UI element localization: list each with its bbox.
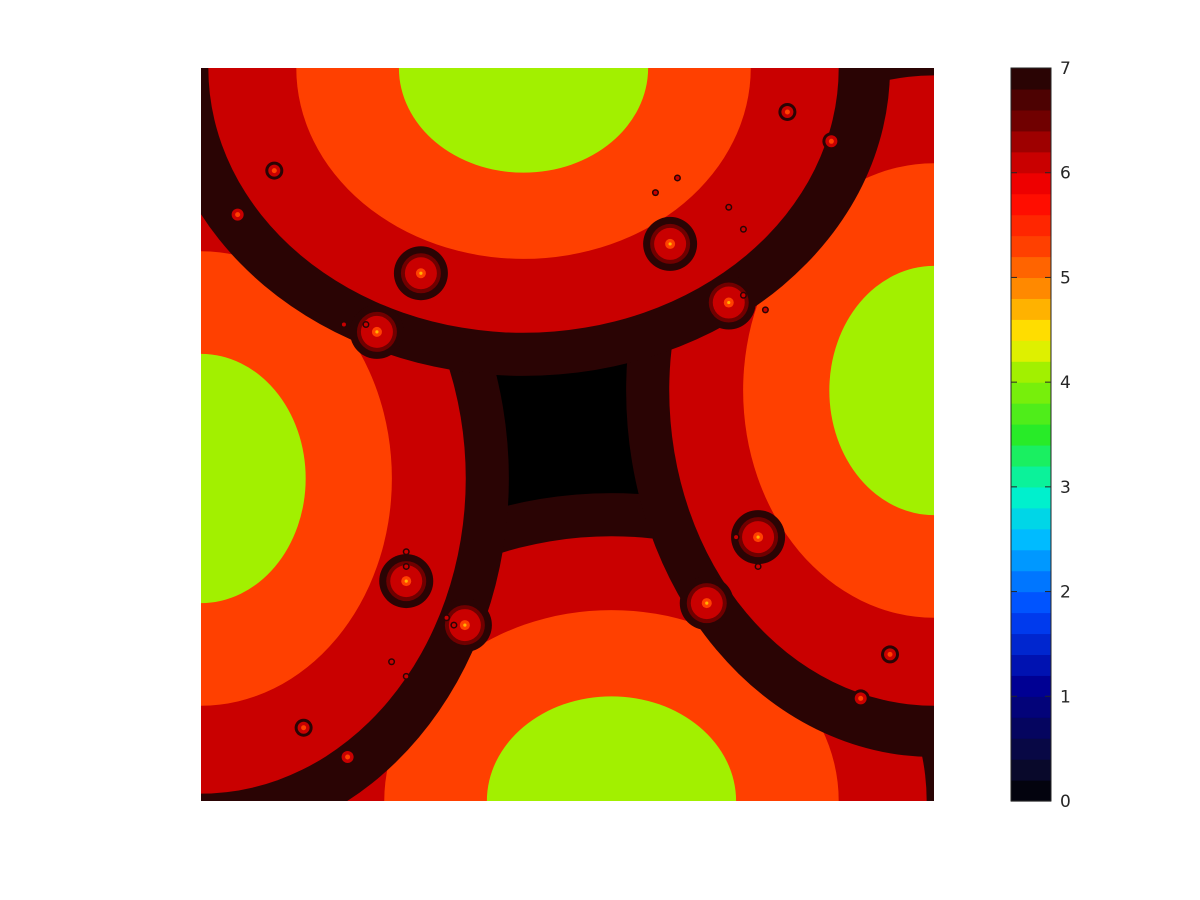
colorbar-band bbox=[1011, 759, 1051, 781]
colorbar-border bbox=[1010, 67, 1052, 802]
spot-tiny bbox=[741, 227, 746, 232]
colorbar-band bbox=[1011, 256, 1051, 279]
colorbar-band bbox=[1011, 486, 1051, 509]
colorbar-band bbox=[1011, 109, 1051, 132]
spot-tiny bbox=[756, 564, 761, 569]
spot-small bbox=[235, 212, 241, 218]
colorbar-band bbox=[1011, 382, 1051, 404]
spot-tiny bbox=[653, 190, 658, 195]
colorbar-band bbox=[1011, 68, 1051, 90]
colorbar-band bbox=[1011, 633, 1051, 655]
spot-tiny bbox=[763, 307, 768, 312]
colorbar-band bbox=[1011, 654, 1051, 676]
spot-tiny bbox=[389, 659, 394, 664]
spot-large bbox=[404, 579, 408, 583]
colorbar-band bbox=[1011, 88, 1051, 111]
spot-large bbox=[463, 623, 467, 627]
colorbar-band bbox=[1011, 675, 1051, 697]
spot-tiny bbox=[404, 674, 409, 679]
spot-tiny bbox=[363, 322, 368, 327]
spot-small bbox=[828, 138, 834, 144]
spot-small bbox=[784, 109, 790, 115]
colorbar-band bbox=[1011, 570, 1051, 593]
colorbar-band bbox=[1011, 591, 1051, 614]
colorbar-band bbox=[1011, 340, 1051, 362]
colorbar-band bbox=[1011, 549, 1051, 572]
colorbar-band bbox=[1011, 612, 1051, 635]
colorbar-tick-label: 7 bbox=[1060, 59, 1071, 79]
spot-small bbox=[887, 651, 893, 657]
colorbar-band bbox=[1011, 528, 1051, 551]
spot-large bbox=[705, 601, 709, 605]
spot-large bbox=[419, 271, 423, 275]
basin-band bbox=[486, 696, 737, 801]
spot-large bbox=[756, 535, 760, 539]
colorbar-tick-label: 1 bbox=[1060, 687, 1071, 707]
spot-tiny bbox=[404, 549, 409, 554]
spot-tiny bbox=[444, 615, 449, 620]
spot-small bbox=[345, 754, 351, 760]
colorbar-band bbox=[1011, 151, 1051, 174]
colorbar-bands bbox=[1011, 68, 1051, 802]
spot-tiny bbox=[675, 175, 680, 180]
colorbar-band bbox=[1011, 403, 1051, 425]
basin-band bbox=[829, 265, 934, 516]
basin-band bbox=[201, 353, 306, 604]
colorbar-band bbox=[1011, 277, 1051, 299]
colorbar-band bbox=[1011, 298, 1051, 320]
colorbar-tick-label: 4 bbox=[1060, 373, 1071, 393]
colorbar-band bbox=[1011, 214, 1051, 237]
colorbar-band bbox=[1011, 319, 1051, 341]
colorbar-tick-label: 3 bbox=[1060, 478, 1071, 498]
spot-small bbox=[301, 725, 307, 731]
spot-tiny bbox=[341, 322, 346, 327]
spot-tiny bbox=[734, 535, 739, 540]
spot-tiny bbox=[404, 564, 409, 569]
colorbar-band bbox=[1011, 235, 1051, 258]
colorbar-ticks: 0 1 2 3 4 5 6 7 bbox=[1011, 59, 1071, 812]
colorbar: 0 1 2 3 4 5 6 7 bbox=[1010, 59, 1071, 812]
spot-tiny bbox=[726, 205, 731, 210]
basin-band bbox=[398, 68, 649, 173]
spot-small bbox=[271, 168, 277, 174]
colorbar-band bbox=[1011, 696, 1051, 718]
colorbar-band bbox=[1011, 444, 1051, 467]
colorbar-band bbox=[1011, 424, 1051, 446]
colorbar-tick-label: 6 bbox=[1060, 164, 1071, 184]
colorbar-band bbox=[1011, 130, 1051, 153]
colorbar-band bbox=[1011, 172, 1051, 195]
colorbar-band bbox=[1011, 738, 1051, 760]
spot-large bbox=[668, 242, 672, 246]
spot-small bbox=[858, 695, 864, 701]
colorbar-band bbox=[1011, 361, 1051, 383]
spot-large bbox=[375, 330, 379, 334]
spot-large bbox=[727, 300, 731, 305]
colorbar-band bbox=[1011, 507, 1051, 530]
colorbar-band bbox=[1011, 780, 1051, 802]
colorbar-tick-label: 0 bbox=[1060, 792, 1071, 812]
colorbar-tick-label: 5 bbox=[1060, 268, 1071, 288]
colorbar-band bbox=[1011, 465, 1051, 488]
colorbar-band bbox=[1011, 717, 1051, 739]
colorbar-band bbox=[1011, 193, 1051, 216]
colorbar-tick-label: 2 bbox=[1060, 583, 1071, 603]
spot-tiny bbox=[451, 623, 456, 628]
spot-tiny bbox=[741, 293, 746, 298]
